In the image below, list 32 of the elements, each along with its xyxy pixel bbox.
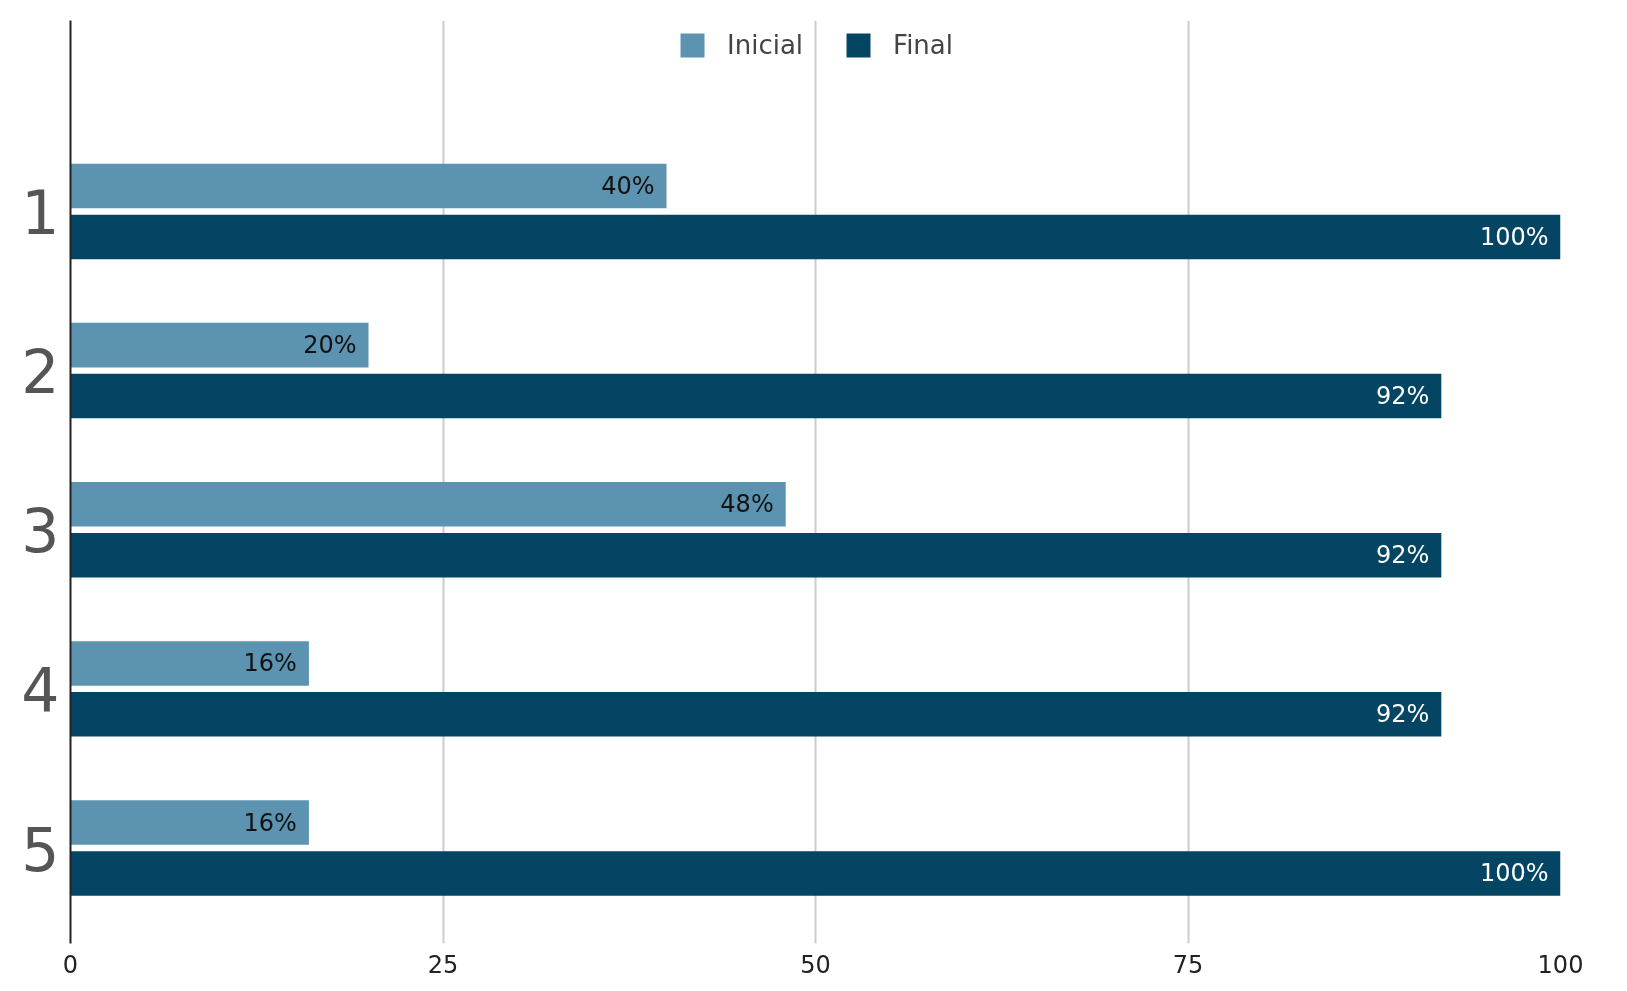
bar [70, 373, 1442, 419]
bar [70, 641, 309, 686]
data-label: 40% [601, 172, 655, 200]
bar [70, 692, 1442, 737]
data-label: 48% [720, 490, 774, 519]
y-tick-label: 3 [21, 496, 60, 567]
data-label: 20% [303, 331, 357, 360]
y-tick-label: 2 [21, 337, 60, 408]
bar [70, 214, 1561, 260]
x-tick-label: 50 [800, 950, 831, 979]
bar [70, 482, 786, 527]
y-tick-label: 1 [21, 177, 60, 248]
bar [70, 532, 1442, 578]
data-label: 92% [1375, 541, 1430, 570]
bar [70, 322, 369, 368]
data-label: 92% [1375, 382, 1430, 411]
bar [70, 163, 667, 209]
data-label: 100% [1479, 222, 1549, 251]
y-tick-label: 5 [21, 814, 60, 885]
legend-label: Final [893, 30, 953, 60]
legend-label: Inicial [727, 30, 804, 60]
x-tick-label: 0 [62, 950, 79, 979]
bar [70, 851, 1561, 896]
data-label: 100% [1479, 859, 1549, 888]
x-tick-label: 75 [1172, 950, 1204, 979]
bar [70, 800, 309, 845]
data-label: 92% [1375, 700, 1430, 729]
data-label: 16% [243, 649, 297, 678]
x-tick-label: 25 [427, 950, 459, 979]
data-label: 16% [243, 808, 297, 837]
y-tick-label: 4 [21, 655, 60, 726]
x-tick-label: 100 [1537, 950, 1584, 979]
